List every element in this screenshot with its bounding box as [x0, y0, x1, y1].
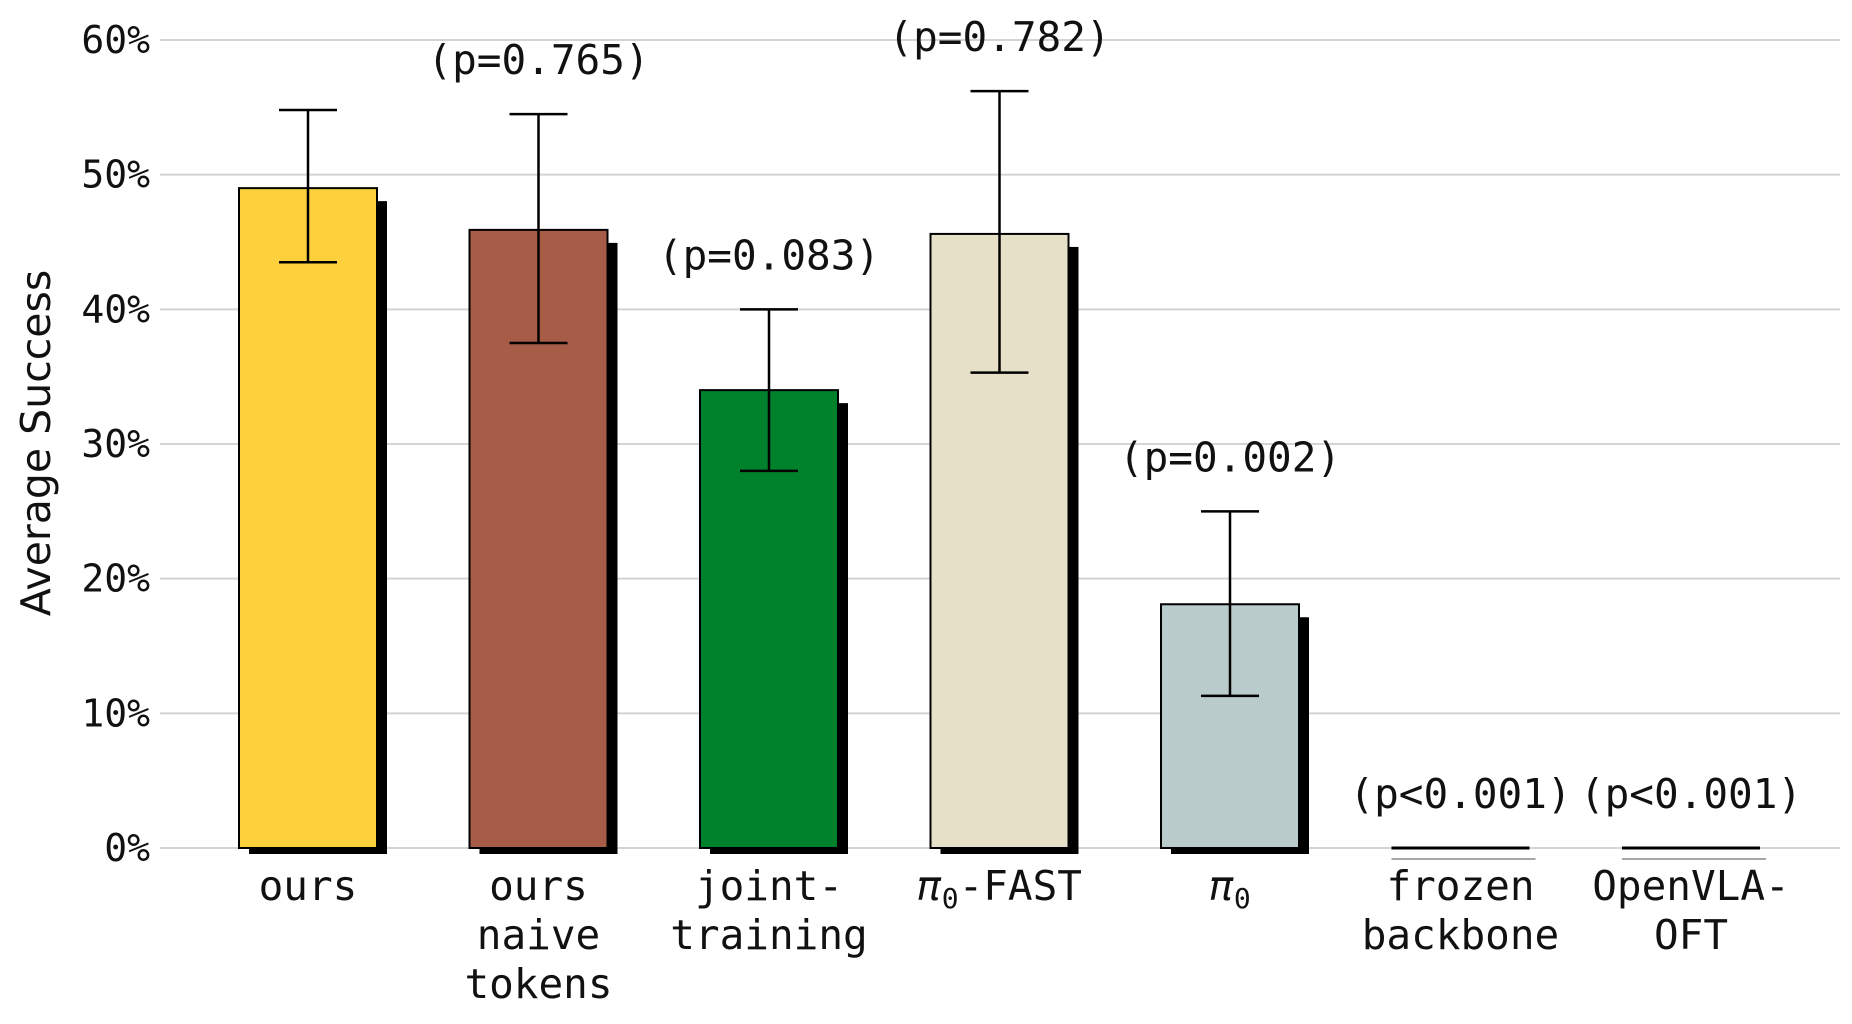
y-tick-label: 10%	[81, 691, 150, 735]
x-tick-label: frozen	[1386, 862, 1534, 910]
y-tick-label: 0%	[104, 826, 150, 870]
y-axis-ticks: 0% 10% 20% 30% 40% 50% 60%	[81, 18, 150, 870]
x-tick-label: training	[670, 911, 867, 959]
x-tick-label: OpenVLA-	[1592, 862, 1789, 910]
p-value-label: (p<0.001)	[1580, 770, 1802, 818]
y-tick-label: 40%	[81, 287, 150, 331]
p-value-label: (p=0.765)	[427, 36, 649, 84]
y-axis-label: Average Success	[12, 270, 60, 616]
p-value-annotations: (p=0.765) (p=0.083) (p=0.782) (p=0.002) (p<0…	[427, 13, 1802, 818]
x-tick-label: π0	[1209, 862, 1251, 915]
x-tick-label: joint-	[695, 862, 843, 910]
x-tick-label: backbone	[1362, 911, 1559, 959]
x-axis-labels: ours oursnaivetokensjoint-trainingπ0-FAST…	[259, 862, 1790, 1008]
p-value-label: (p=0.002)	[1119, 433, 1341, 481]
bars	[238, 187, 1766, 860]
x-tick-label: OFT	[1654, 911, 1728, 959]
error-bars	[279, 89, 1259, 698]
x-tick-label: π0-FAST	[917, 862, 1082, 915]
x-tick-label: ours	[259, 862, 358, 910]
y-tick-label: 30%	[81, 422, 150, 466]
x-tick-label: naive	[477, 911, 600, 959]
p-value-label: (p=0.083)	[658, 231, 880, 279]
x-tick-label: ours	[489, 862, 588, 910]
p-value-label: (p<0.001)	[1349, 770, 1571, 818]
y-tick-label: 60%	[81, 18, 150, 62]
y-tick-label: 20%	[81, 557, 150, 601]
p-value-label: (p=0.782)	[888, 13, 1110, 61]
y-tick-label: 50%	[81, 153, 150, 197]
bar	[238, 187, 378, 849]
x-tick-label: tokens	[464, 960, 612, 1008]
